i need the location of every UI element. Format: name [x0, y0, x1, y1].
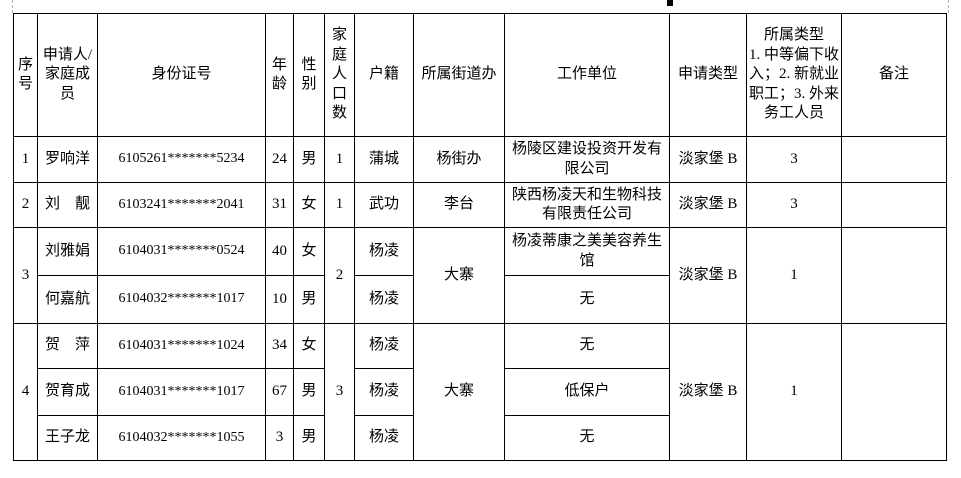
cell-category: 1 — [746, 323, 842, 461]
header-gender: 性别 — [293, 13, 325, 137]
cell-name: 贺育成 — [37, 368, 98, 416]
cell-employer: 低保户 — [504, 368, 670, 416]
cell-employer: 无 — [504, 415, 670, 461]
header-street-office: 所属街道办 — [413, 13, 505, 137]
cell-gender: 男 — [293, 275, 325, 324]
cell-household: 杨凌 — [354, 415, 414, 461]
cell-name: 罗响洋 — [37, 136, 98, 183]
cell-name: 刘雅娟 — [37, 227, 98, 276]
header-applicant: 申请人/家庭成员 — [37, 13, 98, 137]
cell-household: 杨凌 — [354, 275, 414, 324]
cell-category: 3 — [746, 136, 842, 183]
cell-remark — [841, 227, 947, 324]
applicants-table: 序号 申请人/家庭成员 身份证号 年龄 性别 家庭人口数 户籍 所属街道办 工作… — [13, 13, 947, 461]
cell-id-number: 6104032*******1055 — [97, 415, 266, 461]
page-break-dash-right — [948, 0, 949, 13]
cell-gender: 女 — [293, 227, 325, 276]
cell-gender: 男 — [293, 136, 325, 183]
header-age: 年龄 — [265, 13, 294, 137]
table-row-group4-member2: 贺育成 6104031*******1017 67 男 杨凌 低保户 — [14, 368, 947, 416]
cell-id-number: 6105261*******5234 — [97, 136, 266, 183]
cell-seq: 1 — [13, 136, 38, 183]
cell-employer: 杨凌蒂康之美美容养生馆 — [504, 227, 670, 276]
cell-employer: 无 — [504, 323, 670, 369]
cell-id-number: 6103241*******2041 — [97, 182, 266, 228]
table-row-group3-member2: 何嘉航 6104032*******1017 10 男 杨凌 无 — [14, 275, 947, 324]
table-row-group2: 2 刘 靓 6103241*******2041 31 女 1 武功 李台 陕西… — [13, 182, 947, 228]
cell-age: 34 — [265, 323, 294, 369]
cell-apply-type: 淡家堡 B — [669, 323, 747, 461]
cell-category: 1 — [746, 227, 842, 324]
cell-apply-type: 淡家堡 B — [669, 182, 747, 228]
cell-name: 王子龙 — [37, 415, 98, 461]
cell-street-office: 大寨 — [413, 227, 505, 324]
cell-age: 31 — [265, 182, 294, 228]
cell-category: 3 — [746, 182, 842, 228]
cell-family-size: 1 — [324, 136, 355, 183]
cell-name: 刘 靓 — [37, 182, 98, 228]
cell-gender: 男 — [293, 368, 325, 416]
cell-household: 杨凌 — [354, 368, 414, 416]
cell-remark — [841, 136, 947, 183]
cell-remark — [841, 182, 947, 228]
cell-id-number: 6104031*******1024 — [97, 323, 266, 369]
header-apply-type: 申请类型 — [669, 13, 747, 137]
cell-gender: 女 — [293, 182, 325, 228]
cell-employer: 陕西杨凌天和生物科技有限责任公司 — [504, 182, 670, 228]
cell-family-size: 3 — [324, 323, 355, 461]
page-break-dash-left — [12, 0, 13, 13]
cell-family-size: 2 — [324, 227, 355, 324]
cell-household: 武功 — [354, 182, 414, 228]
cell-street-office: 李台 — [413, 182, 505, 228]
cell-age: 67 — [265, 368, 294, 416]
cell-id-number: 6104031*******1017 — [97, 368, 266, 416]
cell-seq: 3 — [13, 227, 38, 324]
header-row: 序号 申请人/家庭成员 身份证号 年龄 性别 家庭人口数 户籍 所属街道办 工作… — [13, 13, 947, 137]
header-category-type: 所属类型 1. 中等偏下收入；2. 新就业职工；3. 外来务工人员 — [746, 13, 842, 137]
cell-household: 杨凌 — [354, 323, 414, 369]
cell-street-office: 杨街办 — [413, 136, 505, 183]
cell-age: 10 — [265, 275, 294, 324]
cell-gender: 女 — [293, 323, 325, 369]
table-row-group3-member1: 3 刘雅娟 6104031*******0524 40 女 2 杨凌 大寨 杨凌… — [13, 227, 947, 324]
cell-street-office: 大寨 — [413, 323, 505, 461]
cell-employer: 无 — [504, 275, 670, 324]
cell-employer: 杨陵区建设投资开发有限公司 — [504, 136, 670, 183]
cell-id-number: 6104032*******1017 — [97, 275, 266, 324]
cell-seq: 4 — [13, 323, 38, 461]
header-family-size: 家庭人口数 — [324, 13, 355, 137]
cell-age: 3 — [265, 415, 294, 461]
header-remark: 备注 — [841, 13, 947, 137]
cell-remark — [841, 323, 947, 461]
cell-gender: 男 — [293, 415, 325, 461]
table-row-group1: 1 罗响洋 6105261*******5234 24 男 1 蒲城 杨街办 杨… — [13, 136, 947, 183]
cell-id-number: 6104031*******0524 — [97, 227, 266, 276]
header-employer: 工作单位 — [504, 13, 670, 137]
cell-name: 贺 萍 — [37, 323, 98, 369]
cell-age: 40 — [265, 227, 294, 276]
header-id-number: 身份证号 — [97, 13, 266, 137]
cell-household: 蒲城 — [354, 136, 414, 183]
table-row-group4-member3: 王子龙 6104032*******1055 3 男 杨凌 无 — [14, 415, 947, 461]
cell-age: 24 — [265, 136, 294, 183]
title-fragment — [667, 0, 673, 6]
cell-apply-type: 淡家堡 B — [669, 227, 747, 324]
cell-household: 杨凌 — [354, 227, 414, 276]
cell-name: 何嘉航 — [37, 275, 98, 324]
cell-apply-type: 淡家堡 B — [669, 136, 747, 183]
cell-seq: 2 — [13, 182, 38, 228]
header-seq: 序号 — [13, 13, 38, 137]
cell-family-size: 1 — [324, 182, 355, 228]
table-row-group4-member1: 4 贺 萍 6104031*******1024 34 女 3 杨凌 大寨 无 … — [13, 323, 947, 461]
header-household: 户籍 — [354, 13, 414, 137]
